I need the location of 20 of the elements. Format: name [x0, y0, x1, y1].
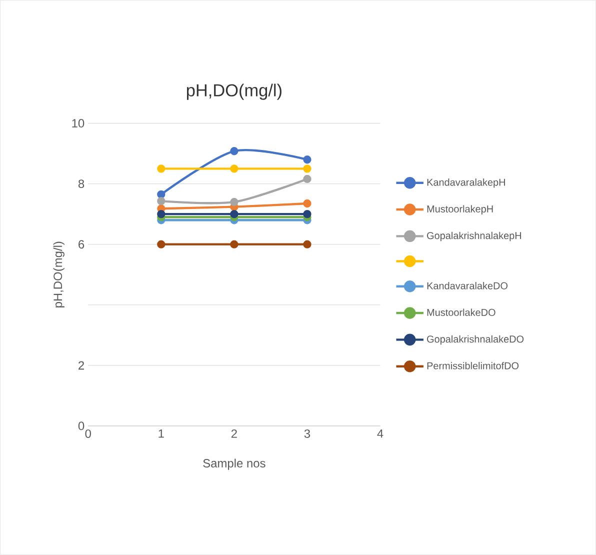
legend-label: KandavaralakeDO: [427, 282, 508, 290]
legend-label: KandavaralakepH: [427, 178, 505, 188]
y-axis-title: pH,DO(mg/l): [53, 242, 64, 308]
chart-title: pH,DO(mg/l): [186, 84, 282, 100]
x-tick-label: 3: [304, 430, 310, 438]
x-tick-label: 1: [158, 430, 164, 438]
y-tick-label: 8: [78, 180, 84, 188]
x-tick-label: 4: [377, 430, 384, 438]
legend-label: PermissiblelimitofDO: [427, 362, 519, 370]
x-tick-label: 2: [231, 430, 237, 438]
x-axis-title: Sample nos: [203, 458, 266, 470]
y-tick-label: 0: [78, 422, 84, 430]
y-tick-label: 2: [78, 361, 84, 370]
legend-label: MustoorlakepH: [427, 205, 493, 215]
y-tick-label: 6: [78, 240, 84, 249]
legend-label: GopalakrishnalakepH: [427, 232, 522, 242]
x-tick-label: 0: [85, 430, 91, 438]
legend-label: MustoorlakeDO: [427, 308, 496, 316]
y-tick-label: 10: [72, 119, 84, 128]
legend-label: GopalakrishnalakeDO: [427, 335, 524, 345]
